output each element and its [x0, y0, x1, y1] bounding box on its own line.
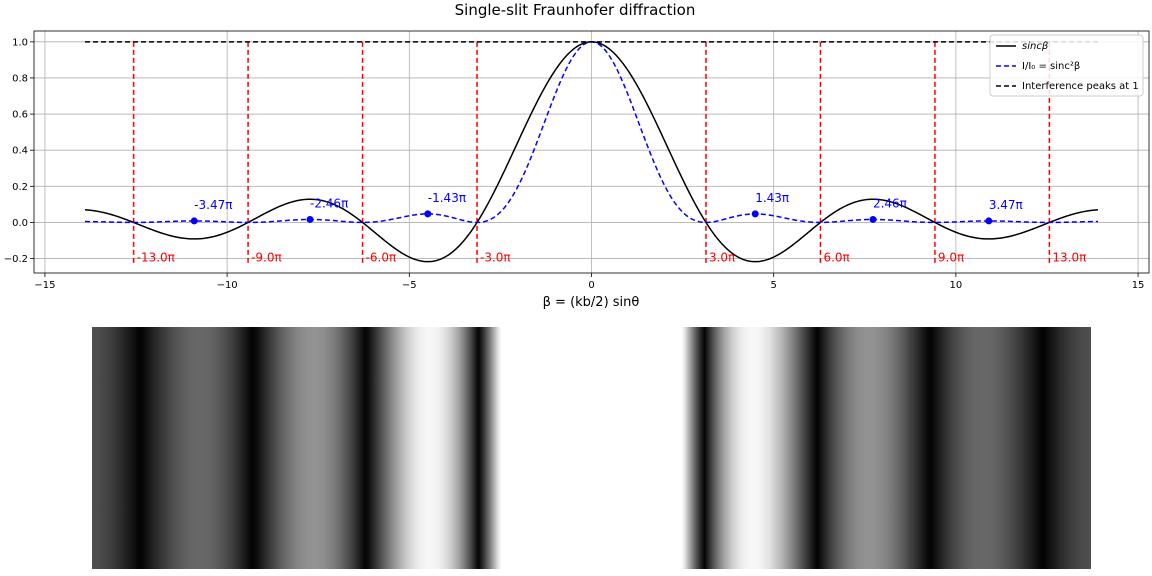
x-tick-label: 0	[588, 280, 594, 291]
peak-label: -3.47π	[194, 198, 232, 212]
zero-line-label: -3.0π	[480, 251, 511, 265]
peak-marker	[190, 217, 198, 225]
zero-line-label: -9.0π	[251, 251, 282, 265]
peak-label: -1.43π	[428, 191, 466, 205]
peak-marker	[869, 215, 877, 223]
x-tick-label: 5	[771, 280, 777, 291]
y-tick-label: 0.0	[12, 218, 28, 229]
y-tick-label: 0.2	[12, 182, 28, 193]
peak-marker	[751, 210, 759, 218]
x-tick-label: −5	[402, 280, 417, 291]
plot-area: -13.0π -9.0π -6.0π -3.0π 3.0π 6.0π 9.0π 13.0π -…	[4, 30, 1150, 291]
zero-line-label: -6.0π	[366, 251, 397, 265]
chart-title: Single-slit Fraunhofer diffraction	[455, 1, 696, 19]
axis-ticks: −15 −10 −5 0 5 10 15 −0.2 0.0 0.2 0.4 0.6 0.8 1.0	[4, 37, 1145, 291]
legend-label-sinc: sincβ	[1022, 41, 1049, 52]
peak-label: 2.46π	[873, 196, 907, 210]
x-axis-label: β = (kb/2) sinθ	[543, 295, 640, 310]
peak-markers: -3.47π -2.46π -1.43π 1.43π 2.46π 3.47π	[190, 191, 1023, 225]
zero-line-label: 9.0π	[938, 251, 964, 265]
y-tick-label: 1.0	[12, 37, 28, 48]
y-tick-label: 0.6	[12, 110, 28, 121]
legend-label-peaks: Interference peaks at 1	[1022, 81, 1139, 92]
legend-box	[989, 34, 1144, 97]
peak-marker	[424, 210, 432, 218]
zero-line-label: 3.0π	[709, 251, 735, 265]
y-tick-label: 0.4	[12, 146, 28, 157]
peak-label: -2.46π	[310, 196, 348, 210]
peak-marker	[985, 217, 993, 225]
x-tick-label: −10	[217, 280, 238, 291]
x-tick-label: 15	[1132, 280, 1145, 291]
x-tick-label: −15	[34, 280, 55, 291]
legend: sincβ I/I₀ = sinc²β Interference peaks a…	[989, 34, 1144, 97]
diffraction-pattern-image	[92, 327, 1091, 569]
x-tick-label: 10	[950, 280, 963, 291]
peak-marker	[306, 215, 314, 223]
zero-line-label: 13.0π	[1052, 251, 1086, 265]
y-tick-label: 0.8	[12, 73, 28, 84]
zero-line-label: 6.0π	[823, 251, 849, 265]
peak-label: 3.47π	[989, 198, 1023, 212]
zero-line-label: -13.0π	[137, 251, 175, 265]
y-tick-label: −0.2	[4, 254, 28, 265]
legend-label-intensity: I/I₀ = sinc²β	[1022, 61, 1080, 72]
series	[84, 41, 1099, 263]
peak-label: 1.43π	[755, 191, 789, 205]
